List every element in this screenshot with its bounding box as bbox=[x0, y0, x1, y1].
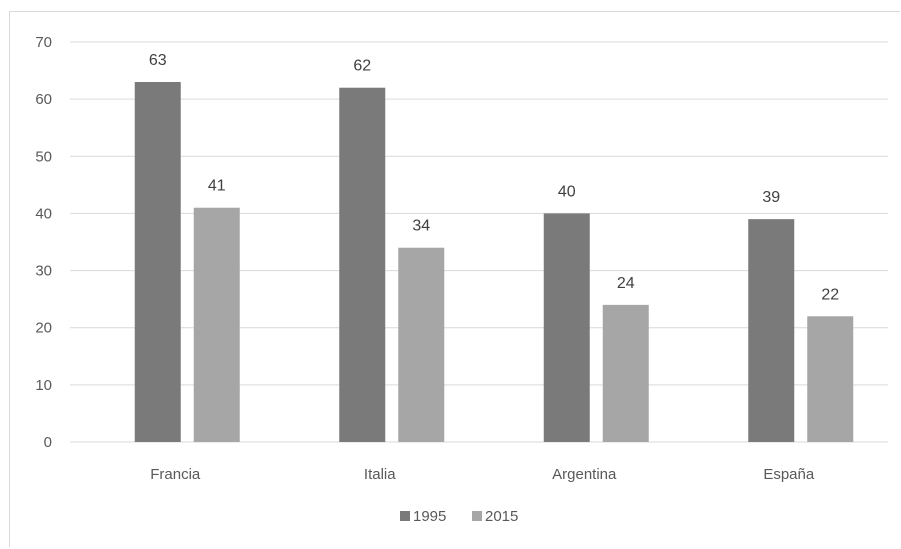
data-label: 22 bbox=[821, 286, 839, 303]
y-tick-label: 0 bbox=[44, 434, 52, 451]
bars bbox=[134, 82, 854, 442]
legend-swatch bbox=[400, 511, 410, 521]
legend-swatch bbox=[472, 511, 482, 521]
bar-1995-francia bbox=[134, 82, 181, 442]
y-tick-label: 40 bbox=[35, 205, 52, 222]
legend-label: 2015 bbox=[485, 508, 518, 525]
bar-1995-argentina bbox=[543, 213, 590, 442]
data-labels: 63 41 62 34 40 24 39 22 bbox=[149, 52, 839, 303]
data-label: 39 bbox=[762, 189, 780, 206]
data-label: 40 bbox=[558, 183, 576, 200]
y-tick-label: 70 bbox=[35, 34, 52, 51]
y-tick-label: 20 bbox=[35, 320, 52, 337]
x-tick-label: Francia bbox=[150, 466, 201, 483]
y-tick-label: 30 bbox=[35, 263, 52, 280]
data-label: 24 bbox=[617, 275, 635, 292]
data-label: 34 bbox=[412, 218, 430, 235]
bar-1995-españa bbox=[748, 219, 795, 442]
y-tick-label: 10 bbox=[35, 377, 52, 394]
bar-2015-argentina bbox=[602, 304, 649, 442]
bar-1995-italia bbox=[339, 87, 386, 442]
data-label: 62 bbox=[353, 58, 371, 75]
y-axis: 0 10 20 30 40 50 60 70 bbox=[35, 34, 52, 451]
bar-2015-italia bbox=[398, 247, 445, 442]
data-label: 63 bbox=[149, 52, 167, 69]
y-tick-label: 50 bbox=[35, 148, 52, 165]
x-tick-label: España bbox=[763, 466, 815, 483]
y-tick-label: 60 bbox=[35, 91, 52, 108]
data-label: 41 bbox=[208, 178, 226, 195]
x-tick-label: Argentina bbox=[552, 466, 617, 483]
bar-2015-españa bbox=[807, 316, 854, 442]
bar-2015-francia bbox=[193, 207, 240, 442]
legend: 1995 2015 bbox=[400, 508, 518, 525]
x-axis: Francia Italia Argentina España bbox=[150, 466, 815, 483]
x-tick-label: Italia bbox=[364, 466, 396, 483]
legend-label: 1995 bbox=[413, 508, 446, 525]
